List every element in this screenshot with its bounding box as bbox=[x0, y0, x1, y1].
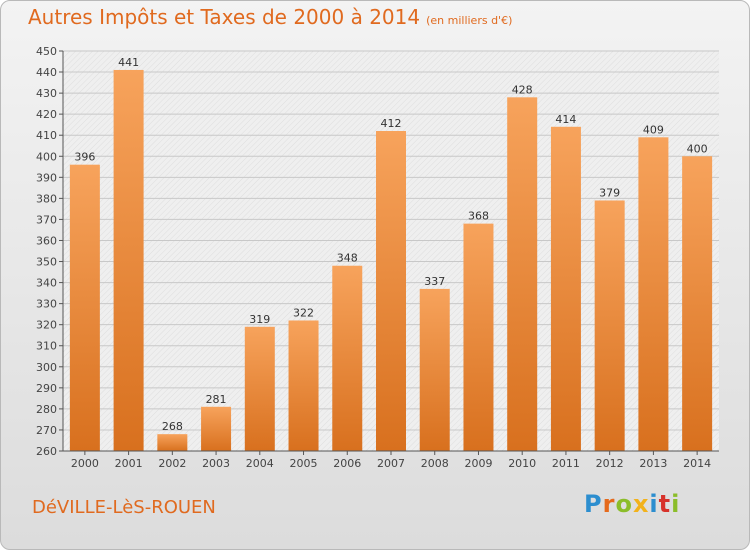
y-tick-label: 370 bbox=[36, 213, 57, 226]
bar bbox=[419, 288, 450, 451]
y-tick-label: 280 bbox=[36, 403, 57, 416]
y-tick-label: 330 bbox=[36, 298, 57, 311]
x-tick-label: 2006 bbox=[333, 457, 361, 470]
y-tick-label: 320 bbox=[36, 319, 57, 332]
logo-letter: i bbox=[649, 490, 659, 518]
bar bbox=[332, 265, 363, 451]
data-label: 409 bbox=[643, 123, 664, 136]
data-label: 441 bbox=[118, 56, 139, 69]
logo-letter: t bbox=[658, 490, 672, 518]
bar bbox=[594, 200, 625, 451]
y-tick-label: 300 bbox=[36, 361, 57, 374]
data-label: 400 bbox=[687, 142, 708, 155]
x-tick-label: 2004 bbox=[246, 457, 274, 470]
y-tick-label: 310 bbox=[36, 340, 57, 353]
bar bbox=[682, 156, 713, 451]
x-tick-label: 2013 bbox=[639, 457, 667, 470]
bar-chart: 260 270 280 290 300 310 320 330 340 350 360 370 380 3… bbox=[36, 45, 719, 470]
chart-title-block: Autres Impôts et Taxes de 2000 à 2014 (en… bbox=[28, 5, 512, 29]
data-label: 396 bbox=[74, 151, 95, 164]
bar bbox=[638, 137, 669, 451]
x-tick-label: 2002 bbox=[158, 457, 186, 470]
logo-letter: x bbox=[632, 490, 650, 518]
data-label: 412 bbox=[381, 117, 402, 130]
bar bbox=[376, 131, 406, 451]
data-label: 428 bbox=[512, 83, 533, 96]
data-label: 268 bbox=[162, 420, 183, 433]
y-tick-label: 260 bbox=[36, 445, 57, 458]
bar bbox=[69, 164, 100, 451]
logo-letter: o bbox=[615, 490, 633, 518]
y-tick-label: 350 bbox=[36, 256, 57, 269]
bar bbox=[550, 126, 581, 451]
x-tick-label: 2003 bbox=[202, 457, 230, 470]
bar bbox=[113, 69, 144, 452]
chart-title: Autres Impôts et Taxes de 2000 à 2014 bbox=[28, 5, 421, 29]
logo-letter: i bbox=[671, 490, 681, 518]
bar bbox=[157, 434, 188, 451]
y-tick-label: 430 bbox=[36, 87, 57, 100]
bar bbox=[288, 320, 319, 451]
data-label: 337 bbox=[424, 275, 445, 288]
chart-unit: (en milliers d'€) bbox=[426, 14, 513, 27]
bar bbox=[463, 223, 494, 451]
data-label: 319 bbox=[249, 313, 270, 326]
bar bbox=[244, 326, 275, 451]
data-label: 414 bbox=[555, 113, 576, 126]
y-tick-label: 270 bbox=[36, 424, 57, 437]
y-tick-label: 420 bbox=[36, 108, 57, 121]
data-label: 379 bbox=[599, 186, 620, 199]
proxiti-logo: Proxiti bbox=[584, 490, 680, 518]
data-label: 368 bbox=[468, 210, 489, 223]
y-tick-label: 340 bbox=[36, 277, 57, 290]
x-tick-label: 2012 bbox=[596, 457, 624, 470]
logo-letter: r bbox=[602, 490, 616, 518]
y-tick-label: 450 bbox=[36, 45, 57, 58]
y-tick-label: 380 bbox=[36, 192, 57, 205]
x-tick-label: 2007 bbox=[377, 457, 405, 470]
y-tick-label: 400 bbox=[36, 150, 57, 163]
data-label: 322 bbox=[293, 306, 314, 319]
y-tick-label: 410 bbox=[36, 129, 57, 142]
commune-name: DéVILLE-LèS-ROUEN bbox=[32, 497, 216, 518]
bar bbox=[507, 97, 538, 451]
x-tick-label: 2001 bbox=[115, 457, 143, 470]
bar bbox=[201, 406, 232, 451]
data-label: 281 bbox=[206, 393, 227, 406]
x-tick-label: 2014 bbox=[683, 457, 711, 470]
logo-letter: P bbox=[584, 490, 603, 518]
x-tick-label: 2008 bbox=[421, 457, 449, 470]
data-label: 348 bbox=[337, 252, 358, 265]
x-tick-label: 2005 bbox=[290, 457, 318, 470]
x-tick-label: 2011 bbox=[552, 457, 580, 470]
y-tick-label: 290 bbox=[36, 382, 57, 395]
y-tick-label: 390 bbox=[36, 171, 57, 184]
y-tick-label: 440 bbox=[36, 66, 57, 79]
x-tick-label: 2000 bbox=[71, 457, 99, 470]
x-tick-label: 2009 bbox=[464, 457, 492, 470]
y-tick-label: 360 bbox=[36, 234, 57, 247]
x-tick-label: 2010 bbox=[508, 457, 536, 470]
